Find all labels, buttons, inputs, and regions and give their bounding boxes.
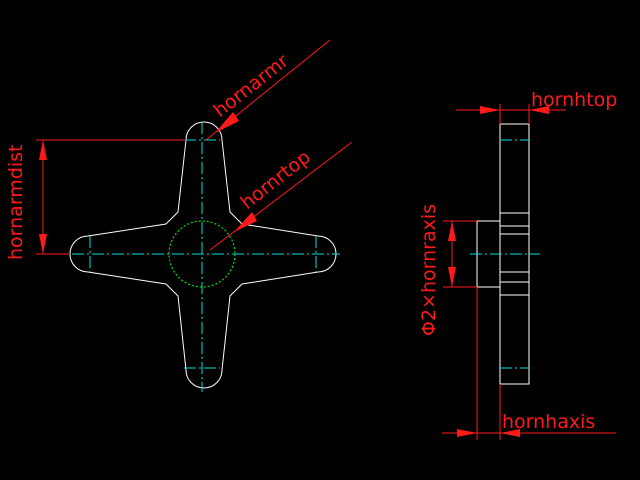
hornraxis-arrow-top [448, 221, 456, 241]
hornhtop-dimension: hornhtop [456, 89, 617, 124]
hornrtop-label: hornrtop [237, 146, 315, 214]
hornarmdist-arrow-top [39, 140, 47, 160]
hornhtop-arrow-right [529, 106, 549, 114]
hornhaxis-dimension: hornhaxis [442, 287, 616, 440]
hornraxis-arrow-bottom [448, 267, 456, 287]
hornhtop-arrow-left [480, 106, 500, 114]
hornhaxis-label: hornhaxis [502, 411, 595, 433]
hornrtop-dimension: hornrtop [209, 141, 353, 251]
hornraxis-label: Φ2×hornraxis [418, 204, 440, 336]
hornarmr-label: hornarmr [210, 50, 294, 122]
hornrtop-leader-line [209, 141, 353, 251]
hornarmr-dimension: hornarmr [205, 39, 331, 141]
hornhtop-label: hornhtop [531, 89, 617, 111]
hornarmdist-arrow-bottom [39, 234, 47, 254]
hornarmr-arrowhead [215, 112, 239, 133]
hornarmdist-dimension: hornarmdist [5, 139, 186, 260]
hornrtop-arrowhead [234, 212, 257, 232]
hornhaxis-arrow-right [500, 429, 520, 437]
hornraxis-dimension: Φ2×hornraxis [418, 204, 477, 336]
horn-side-view [470, 123, 540, 385]
hornhaxis-arrow-left [457, 429, 477, 437]
hornarmdist-label: hornarmdist [5, 144, 27, 260]
